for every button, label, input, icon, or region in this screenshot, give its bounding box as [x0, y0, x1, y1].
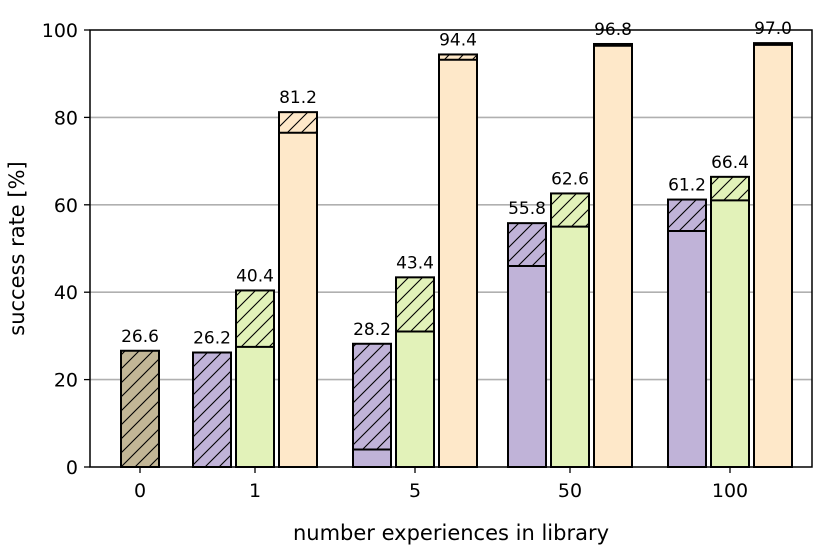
y-tick-label: 100 — [42, 20, 78, 42]
y-tick-label: 60 — [54, 195, 78, 217]
y-axis-label: success rate [%] — [5, 161, 29, 336]
bar-value-label: 96.8 — [594, 20, 632, 40]
plot-frame — [89, 29, 813, 468]
bar-hatch-pattern — [396, 277, 434, 332]
bars — [120, 42, 793, 469]
bar-solid-segment — [508, 265, 546, 467]
axes-frame — [89, 29, 813, 468]
y-tick-label: 20 — [54, 370, 78, 392]
bar-value-label: 61.2 — [668, 176, 706, 196]
bar-solid-segment — [236, 346, 274, 467]
y-tick-label: 0 — [66, 457, 78, 479]
bar-value-label: 26.2 — [193, 329, 231, 349]
bar-solid-segment — [353, 449, 391, 467]
x-tick-label: 50 — [558, 480, 582, 502]
bar-hatch-pattern — [711, 176, 749, 201]
bar-solid-segment — [668, 231, 706, 467]
y-tick-label: 80 — [54, 107, 78, 129]
bar-hatch-pattern — [668, 199, 706, 232]
bar-value-label: 26.6 — [121, 327, 159, 347]
bar-hatch-pattern — [121, 350, 159, 467]
bar-hatch-pattern — [353, 343, 391, 450]
bar-solid-segment — [711, 200, 749, 467]
x-tick-label: 0 — [134, 480, 146, 502]
bar-solid-segment — [551, 226, 589, 467]
bar-hatch-pattern — [551, 193, 589, 227]
bar-hatch-pattern — [279, 112, 317, 133]
bar-solid-segment — [594, 45, 632, 468]
bar-solid-segment — [396, 331, 434, 467]
bar-value-label: 81.2 — [279, 88, 317, 108]
bar-value-label: 94.4 — [439, 30, 477, 50]
bar-hatch-pattern — [439, 54, 477, 60]
y-tick-label: 40 — [54, 282, 78, 304]
bar-value-label: 40.4 — [236, 266, 274, 286]
x-axis-label: number experiences in library — [293, 521, 609, 545]
tick-labels: 0 20 40 60 80 100 0 1 5 50 100 — [42, 20, 748, 502]
bar-solid-segment — [279, 132, 317, 467]
bar-value-label: 66.4 — [711, 153, 749, 173]
data-labels: 26.6 26.2 40.4 81.2 28.2 43.4 94.4 55.862.6 96.8… — [121, 19, 792, 348]
x-tick-label: 5 — [409, 480, 421, 502]
bar-solid-segment — [754, 44, 792, 467]
bar-value-label: 62.6 — [551, 169, 589, 189]
bar-value-label: 97.0 — [754, 19, 792, 39]
bar-value-label: 55.8 — [508, 199, 546, 219]
x-tick-label: 1 — [249, 480, 261, 502]
bar-solid-segment — [439, 59, 477, 467]
x-tick-label: 100 — [712, 480, 748, 502]
bar-hatch-pattern — [193, 352, 231, 467]
bar-hatch-pattern — [236, 290, 274, 347]
bar-hatch-pattern — [508, 223, 546, 266]
bar-value-label: 28.2 — [353, 320, 391, 340]
bar-value-label: 43.4 — [396, 253, 434, 273]
